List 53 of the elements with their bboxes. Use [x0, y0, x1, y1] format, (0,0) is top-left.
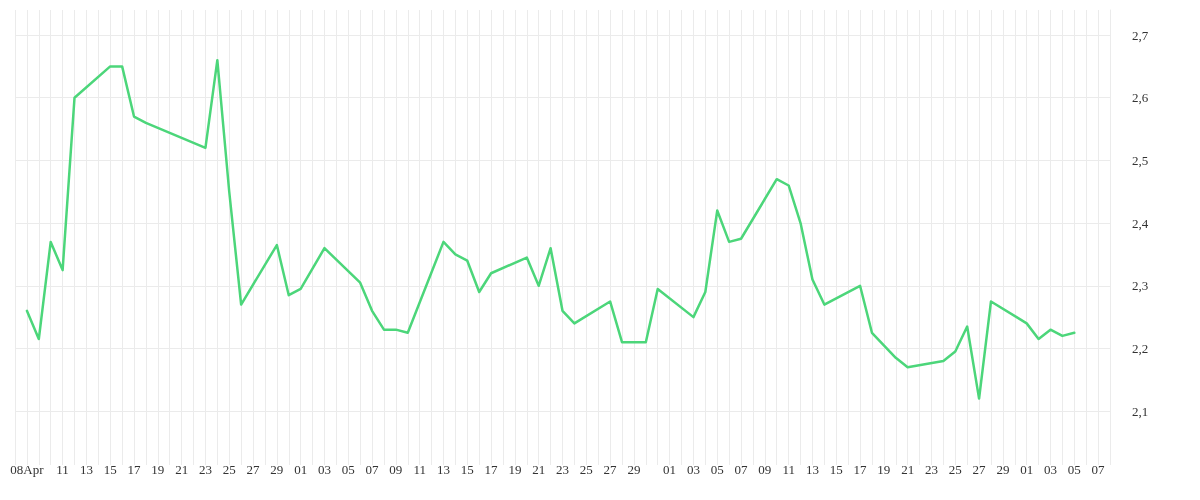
x-tick-label: 13 — [436, 462, 450, 477]
x-tick-label: 08Apr — [10, 462, 45, 477]
x-tick-label: 19 — [151, 462, 165, 477]
x-tick-label: 11 — [782, 462, 795, 477]
y-tick-label: 2,1 — [1132, 403, 1149, 419]
x-tick-label: 01 — [1020, 462, 1034, 477]
x-tick-label: 01 — [294, 462, 308, 477]
x-tick-label: 07 — [365, 462, 380, 477]
x-tick-label: 29 — [270, 462, 284, 477]
x-tick-label: 21 — [175, 462, 189, 477]
x-tick-label: 07 — [1091, 462, 1106, 477]
x-tick-label: 17 — [484, 462, 499, 477]
y-tick-label: 2,7 — [1132, 27, 1149, 43]
line-series — [25, 58, 1076, 400]
y-tick-label: 2,4 — [1132, 215, 1149, 231]
x-tick-label: 05 — [1067, 462, 1081, 477]
x-tick-label: 19 — [877, 462, 891, 477]
y-tick-label: 2,3 — [1132, 278, 1149, 294]
x-tick-label: 15 — [460, 462, 474, 477]
x-tick-label: 25 — [222, 462, 236, 477]
x-tick-label: 15 — [103, 462, 117, 477]
x-tick-label: 29 — [627, 462, 641, 477]
x-tick-label: 25 — [579, 462, 593, 477]
x-tick-label: 11 — [56, 462, 69, 477]
x-tick-label: 21 — [532, 462, 546, 477]
y-tick-label: 2,2 — [1132, 340, 1149, 356]
x-tick-label: 27 — [603, 462, 618, 477]
x-tick-label: 09 — [758, 462, 772, 477]
y-tick-label: 2,6 — [1132, 90, 1149, 106]
y-tick-label: 2,5 — [1132, 152, 1149, 168]
x-tick-label: 01 — [663, 462, 677, 477]
x-tick-label: 23 — [198, 462, 212, 477]
x-tick-label: 13 — [79, 462, 93, 477]
x-tick-label: 21 — [901, 462, 915, 477]
x-tick-label: 11 — [413, 462, 426, 477]
x-tick-label: 15 — [829, 462, 843, 477]
x-tick-label: 27 — [972, 462, 987, 477]
x-tick-label: 13 — [805, 462, 819, 477]
x-tick-label: 03 — [317, 462, 331, 477]
x-tick-label: 23 — [924, 462, 938, 477]
x-tick-label: 05 — [710, 462, 724, 477]
x-tick-label: 05 — [341, 462, 355, 477]
x-tick-label: 25 — [948, 462, 962, 477]
x-tick-label: 09 — [389, 462, 403, 477]
x-tick-label: 03 — [686, 462, 700, 477]
x-tick-label: 19 — [508, 462, 522, 477]
x-tick-label: 23 — [556, 462, 569, 477]
x-tick-label: 29 — [996, 462, 1010, 477]
x-tick-label: 27 — [246, 462, 261, 477]
x-tick-label: 03 — [1043, 462, 1057, 477]
x-tick-label: 07 — [734, 462, 749, 477]
x-tick-label: 17 — [853, 462, 868, 477]
x-tick-label: 17 — [127, 462, 142, 477]
